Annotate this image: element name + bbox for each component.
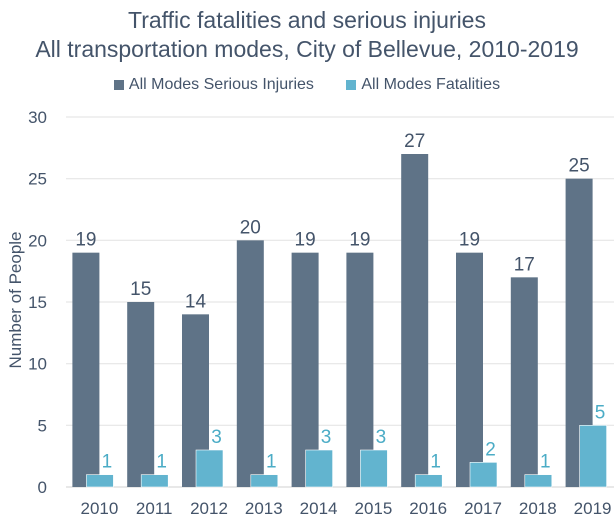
label-fatalities-2012: 3 <box>211 427 222 448</box>
label-fatalities-2019: 5 <box>595 402 606 423</box>
bar-injuries-2011 <box>127 302 155 487</box>
label-injuries-2014: 19 <box>295 230 316 251</box>
label-fatalities-2014: 3 <box>321 427 332 448</box>
bar-injuries-2013 <box>236 240 264 487</box>
label-injuries-2017: 19 <box>459 230 480 251</box>
label-fatalities-2018: 1 <box>540 452 551 473</box>
label-injuries-2016: 27 <box>404 131 425 152</box>
legend-item-injuries: All Modes Serious Injuries <box>113 76 314 94</box>
label-injuries-2010: 19 <box>75 230 96 251</box>
y-tick-0: 0 <box>38 478 47 497</box>
label-fatalities-2016: 1 <box>430 452 441 473</box>
label-injuries-2018: 17 <box>514 254 535 275</box>
x-tick-2016: 2016 <box>409 499 447 518</box>
bar-fatalities-2013 <box>250 474 279 488</box>
label-fatalities-2013: 1 <box>266 452 277 473</box>
label-injuries-2019: 25 <box>569 156 590 177</box>
bar-fatalities-2019 <box>579 425 607 488</box>
bar-injuries-2010 <box>72 252 100 487</box>
bar-fatalities-2011 <box>140 474 169 488</box>
label-fatalities-2011: 1 <box>156 452 167 473</box>
bar-fatalities-2014 <box>305 449 333 488</box>
bar-fatalities-2012 <box>195 449 224 488</box>
x-tick-2019: 2019 <box>574 499 612 518</box>
label-injuries-2011: 15 <box>130 279 151 300</box>
bar-injuries-2015 <box>346 252 374 487</box>
y-axis-label: Number of People <box>6 231 25 368</box>
y-tick-25: 25 <box>28 170 47 189</box>
legend: All Modes Serious Injuries All Modes Fat… <box>0 76 614 95</box>
bar-fatalities-2015 <box>360 449 388 488</box>
bar-fatalities-2017 <box>469 462 498 488</box>
y-tick-20: 20 <box>28 231 47 250</box>
chart-title: Traffic fatalities and serious injuries <box>128 7 486 33</box>
y-tick-30: 30 <box>28 108 47 127</box>
legend-item-fatalities: All Modes Fatalities <box>346 76 500 94</box>
bar-fatalities-2010 <box>86 474 114 488</box>
label-fatalities-2017: 2 <box>485 439 496 460</box>
bar-injuries-2018 <box>510 277 538 487</box>
legend-label-fatalities: All Modes Fatalities <box>361 76 501 93</box>
y-tick-15: 15 <box>28 293 47 312</box>
x-tick-2010: 2010 <box>80 499 118 518</box>
x-tick-2014: 2014 <box>300 499 338 518</box>
bar-injuries-2014 <box>291 252 319 487</box>
legend-swatch-fatalities <box>346 80 357 90</box>
bars <box>72 154 607 488</box>
x-tick-2015: 2015 <box>354 499 392 518</box>
chart-subtitle: All transportation modes, City of Bellev… <box>35 36 579 62</box>
x-tick-2013: 2013 <box>245 499 283 518</box>
x-tick-2018: 2018 <box>519 499 557 518</box>
label-fatalities-2015: 3 <box>376 427 387 448</box>
label-injuries-2012: 14 <box>185 291 207 312</box>
bar-fatalities-2016 <box>414 474 443 488</box>
legend-swatch-injuries <box>113 80 124 90</box>
legend-label-injuries: All Modes Serious Injuries <box>128 76 314 93</box>
y-tick-5: 5 <box>38 416 47 435</box>
data-labels: 19 1 15 1 14 3 20 1 19 3 19 3 27 1 19 2 17 1 25 5 <box>75 131 605 473</box>
bar-injuries-2016 <box>401 154 429 487</box>
bar-fatalities-2018 <box>524 474 553 488</box>
x-tick-2017: 2017 <box>464 499 502 518</box>
x-tick-labels: 2010 2011 2012 2013 2014 2015 2016 2017 2018 2019 <box>80 499 611 518</box>
label-fatalities-2010: 1 <box>102 452 113 473</box>
label-injuries-2015: 19 <box>349 230 370 251</box>
bar-injuries-2017 <box>456 252 483 487</box>
label-injuries-2013: 20 <box>240 217 261 238</box>
x-tick-2011: 2011 <box>136 499 173 518</box>
x-tick-2012: 2012 <box>190 499 228 518</box>
y-tick-labels: 0 5 10 15 20 25 30 <box>28 108 47 497</box>
y-tick-10: 10 <box>28 355 47 374</box>
